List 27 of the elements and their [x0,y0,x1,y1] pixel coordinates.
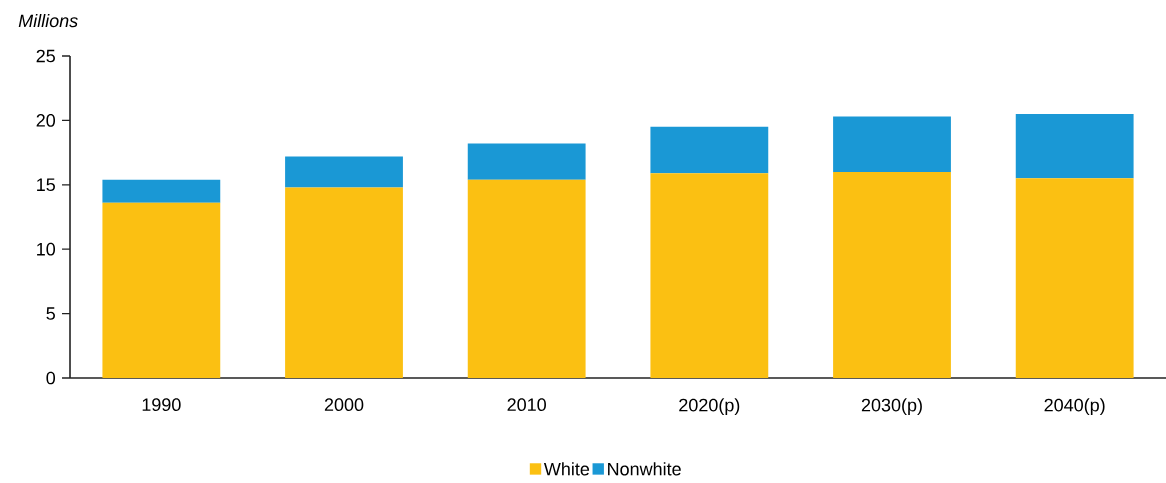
bar [1015,178,1134,378]
x-tick-label: 1990 [142,398,181,411]
bar [650,173,769,378]
bar [833,116,951,172]
y-axis-title: Millions [18,13,78,28]
legend-label: Nonwhite [608,462,681,476]
bar [102,202,221,378]
bar [833,171,951,378]
y-tick-label: 5 [46,307,55,320]
x-tick-label: 2020(p) [679,398,740,416]
x-tick-label: 2040(p) [1044,398,1105,416]
bar [650,126,769,174]
bar [102,179,221,203]
x-tick-label: 2000 [324,398,364,411]
x-tick-label: 2010 [507,398,546,411]
y-tick-label: 20 [36,114,56,127]
y-tick-label: 10 [37,242,56,256]
y-tick-label: 25 [36,49,55,63]
bar [467,143,586,180]
bar [1015,113,1134,179]
bar [285,187,403,378]
y-tick-label: 15 [37,178,55,192]
y-tick-label: 0 [46,371,56,385]
bar [285,156,403,188]
legend-label: White [543,462,590,476]
x-tick-label: 2030(p) [861,398,922,416]
bar [467,179,586,378]
